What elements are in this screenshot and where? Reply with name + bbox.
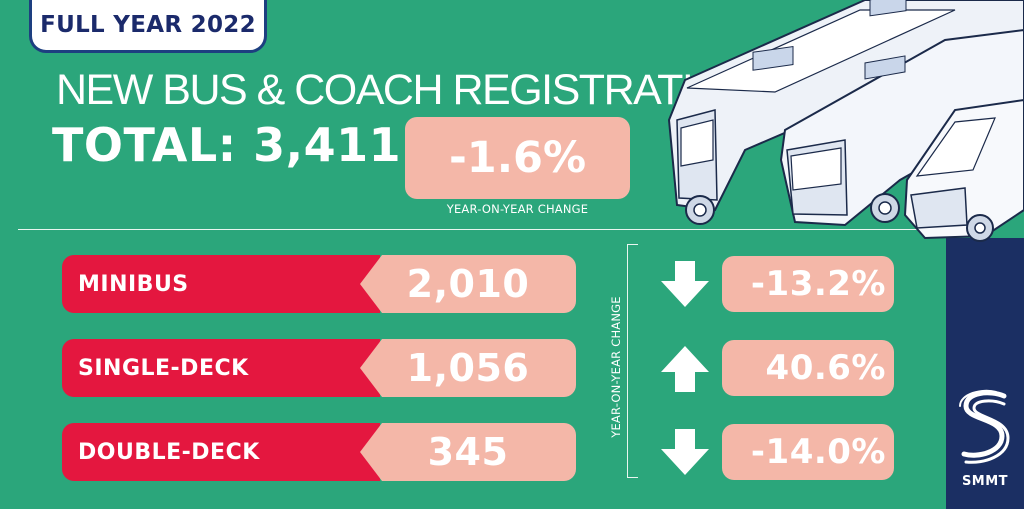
minibus-illustration xyxy=(903,98,1024,242)
brand-name: SMMT xyxy=(961,474,1009,489)
value-double-deck: 345 xyxy=(360,423,576,481)
overall-change-box: -1.6% xyxy=(405,117,630,199)
category-double-deck: DOUBLE-DECK xyxy=(62,423,380,481)
brand-panel: SMMT xyxy=(946,238,1024,509)
change-value: -14.0% xyxy=(750,432,886,472)
period-tag-label: FULL YEAR 2022 xyxy=(40,12,256,38)
arrow-down-icon xyxy=(661,261,709,307)
overall-change-caption: YEAR-ON-YEAR CHANGE xyxy=(446,202,589,216)
period-tag: FULL YEAR 2022 xyxy=(32,0,264,50)
arrow-down-icon xyxy=(661,429,709,475)
category-value: 345 xyxy=(427,430,509,474)
category-label: DOUBLE-DECK xyxy=(78,439,260,465)
arrow-up-icon xyxy=(661,346,709,392)
change-value: -13.2% xyxy=(750,264,886,304)
category-value: 2,010 xyxy=(406,262,530,306)
change-bracket xyxy=(627,244,638,478)
change-single-deck: 40.6% xyxy=(722,340,894,396)
bus-coach-illustration xyxy=(667,0,1024,242)
category-label: SINGLE-DECK xyxy=(78,355,249,381)
total-registrations: TOTAL: 3,411 xyxy=(52,118,402,172)
category-minibus: MINIBUS xyxy=(62,255,380,313)
category-single-deck: SINGLE-DECK xyxy=(62,339,380,397)
category-value: 1,056 xyxy=(406,346,530,390)
headline: NEW BUS & COACH REGISTRATIONS xyxy=(56,66,783,114)
divider xyxy=(18,229,946,230)
coach-illustration xyxy=(779,28,1024,227)
change-value: 40.6% xyxy=(765,348,886,388)
category-label: MINIBUS xyxy=(78,271,189,297)
value-single-deck: 1,056 xyxy=(360,339,576,397)
value-minibus: 2,010 xyxy=(360,255,576,313)
smmt-logo-icon xyxy=(959,389,1010,464)
change-caption-vertical: YEAR-ON-YEAR CHANGE xyxy=(609,296,623,438)
overall-change-value: -1.6% xyxy=(448,133,587,183)
change-double-deck: -14.0% xyxy=(722,424,894,480)
change-minibus: -13.2% xyxy=(722,256,894,312)
